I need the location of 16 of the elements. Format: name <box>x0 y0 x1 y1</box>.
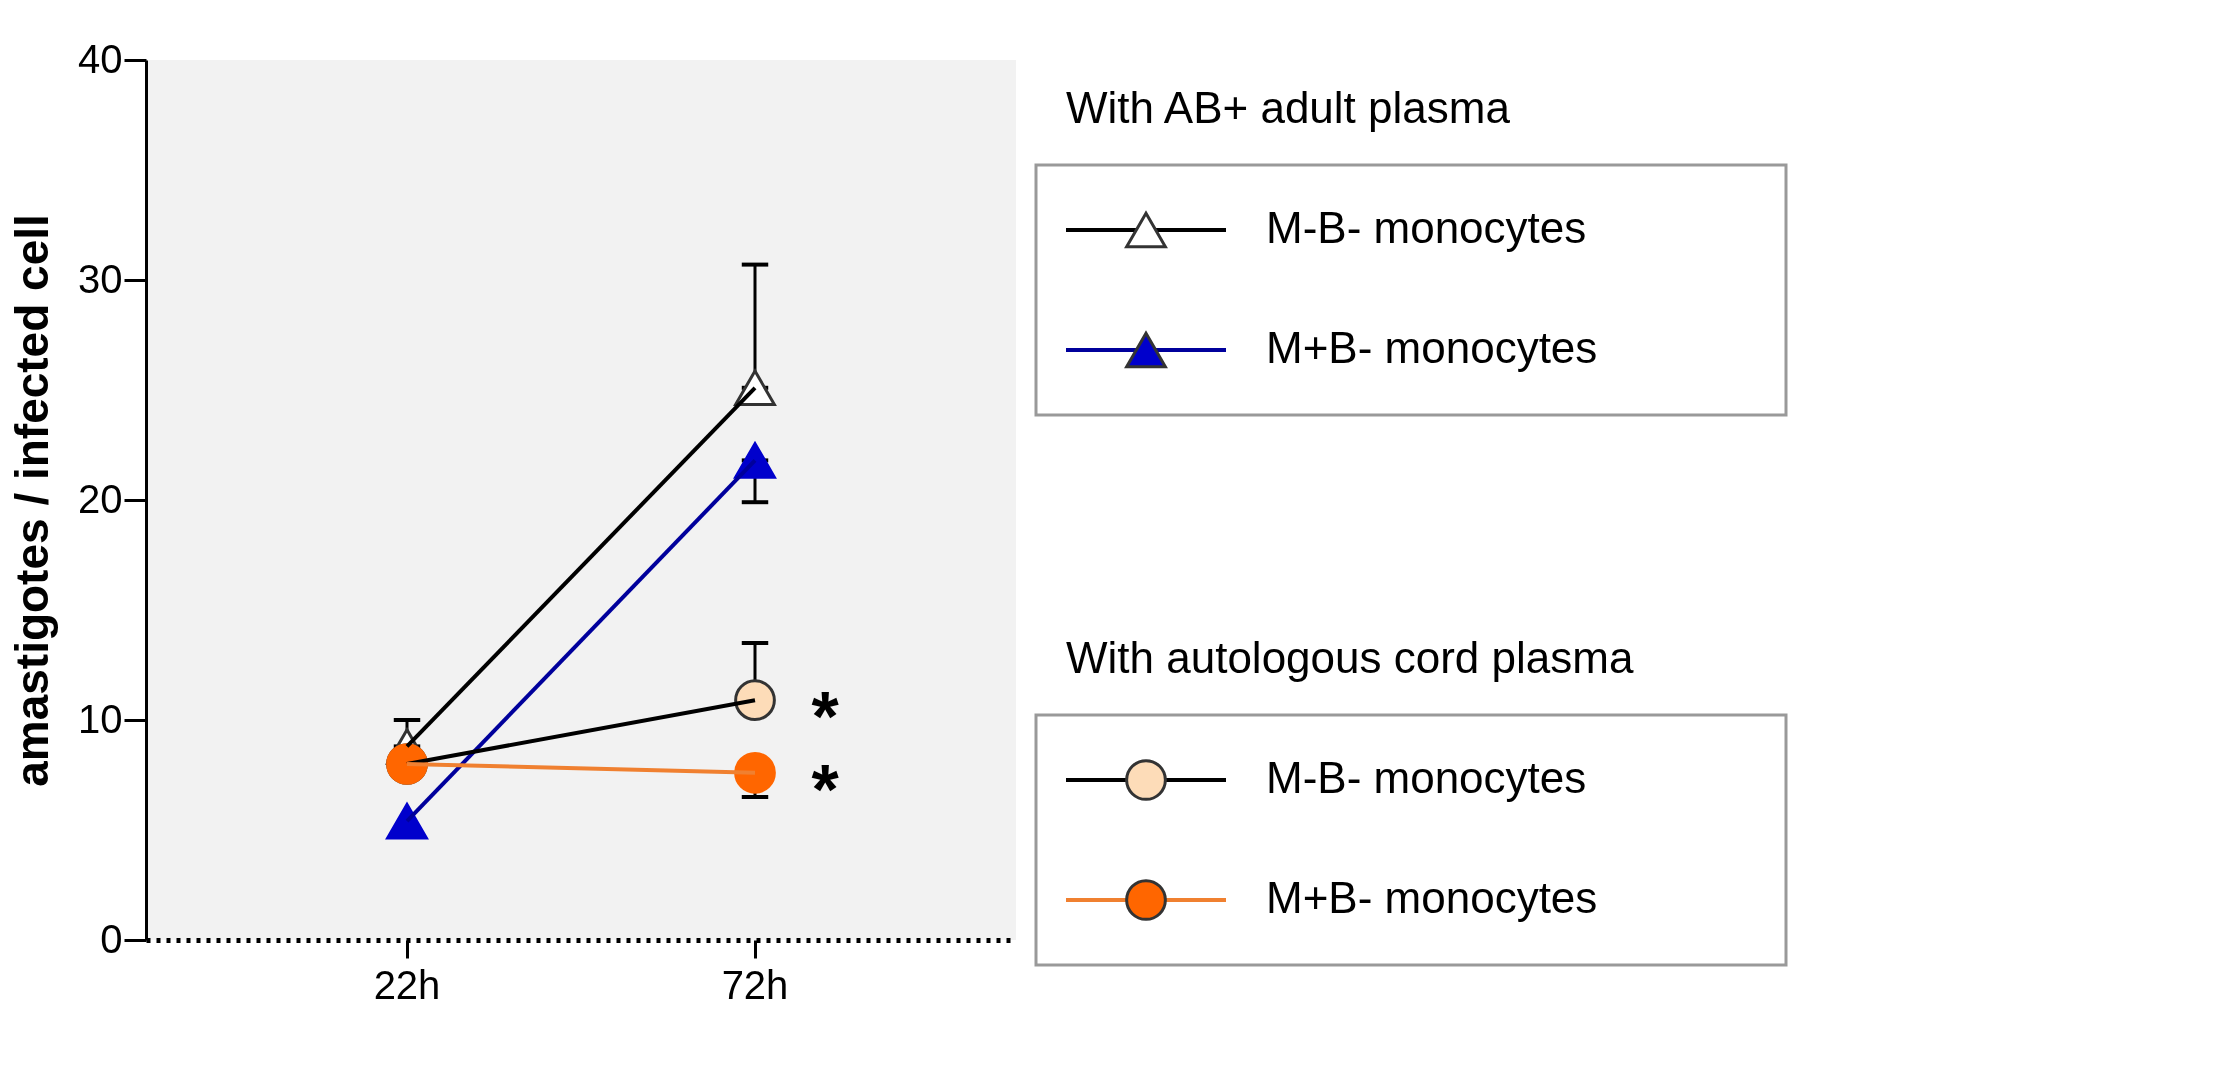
y-tick-label: 10 <box>78 696 123 741</box>
text: With autologous cord plasma <box>1066 633 1634 682</box>
y-tick-label: 30 <box>78 256 123 301</box>
legend-label: M+B- monocytes <box>1266 873 1598 922</box>
x-tick-label: 72h <box>721 962 789 1007</box>
y-tick-label: 0 <box>100 916 123 961</box>
y-tick-label: 20 <box>78 476 123 521</box>
x-tick-label: 22h <box>373 962 441 1007</box>
point <box>734 751 776 794</box>
point <box>734 679 776 722</box>
legend-label: M+B- monocytes <box>1266 323 1598 372</box>
legend-label: M-B- monocytes <box>1266 753 1587 802</box>
y-axis-title: amastigotes / infected cell <box>6 214 59 787</box>
y-tick-label: 40 <box>78 36 123 81</box>
legend-label: M-B- monocytes <box>1266 203 1587 252</box>
text: With AB+ adult plasma <box>1066 83 1511 132</box>
